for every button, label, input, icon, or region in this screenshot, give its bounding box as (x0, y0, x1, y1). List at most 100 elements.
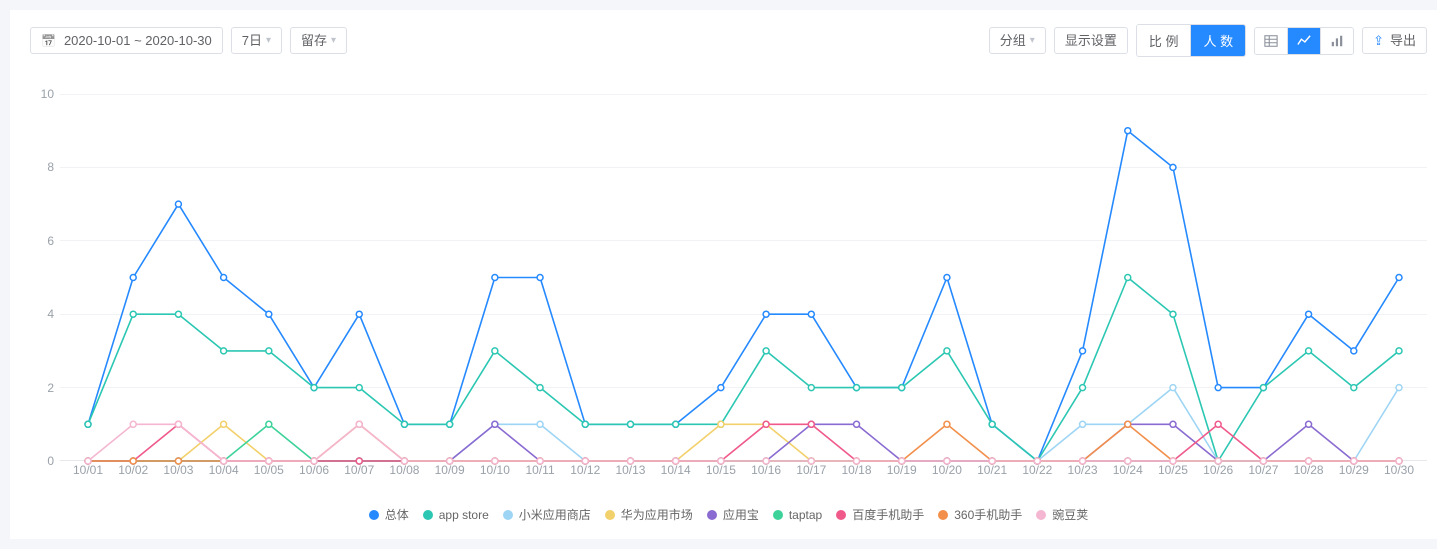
series-marker (718, 385, 724, 391)
series-marker (266, 311, 272, 317)
view-segment (1254, 27, 1354, 55)
legend-swatch (369, 510, 379, 520)
series-marker (718, 421, 724, 427)
date-range-picker[interactable]: 2020-10-01 ~ 2020-10-30 (30, 27, 223, 54)
series-marker (537, 421, 543, 427)
x-tick: 10/27 (1248, 463, 1278, 477)
view-bar-button[interactable] (1321, 28, 1353, 54)
series-marker (311, 385, 317, 391)
x-tick: 10/28 (1294, 463, 1324, 477)
series-marker (854, 421, 860, 427)
x-tick: 10/06 (299, 463, 329, 477)
view-table-button[interactable] (1255, 28, 1288, 54)
series-marker (1170, 164, 1176, 170)
series-marker (1396, 275, 1402, 281)
x-tick: 10/10 (480, 463, 510, 477)
legend-item[interactable]: 小米应用商店 (503, 506, 591, 523)
series-marker (1170, 311, 1176, 317)
series-marker (447, 421, 453, 427)
group-select[interactable]: 分组 ▾ (989, 27, 1046, 54)
x-tick: 10/26 (1203, 463, 1233, 477)
legend-label: 总体 (385, 506, 409, 523)
series-marker (944, 275, 950, 281)
series-marker (130, 421, 136, 427)
series-marker (1080, 421, 1086, 427)
legend-label: 豌豆荚 (1052, 506, 1088, 523)
chart-svg (60, 94, 1427, 461)
series-marker (582, 421, 588, 427)
group-label: 分组 (1000, 34, 1026, 47)
legend-item[interactable]: 华为应用市场 (605, 506, 693, 523)
x-tick: 10/29 (1339, 463, 1369, 477)
y-tick: 0 (47, 454, 54, 468)
x-tick: 10/23 (1068, 463, 1098, 477)
x-tick: 10/09 (435, 463, 465, 477)
series-marker (175, 201, 181, 207)
y-axis: 0246810 (38, 94, 60, 461)
x-tick: 10/21 (977, 463, 1007, 477)
legend-item[interactable]: app store (423, 506, 489, 523)
x-tick: 10/12 (570, 463, 600, 477)
series-marker (492, 348, 498, 354)
series-marker (130, 275, 136, 281)
x-tick: 10/04 (209, 463, 239, 477)
export-label: 导出 (1390, 34, 1416, 47)
display-settings-label: 显示设置 (1065, 34, 1117, 47)
table-icon (1264, 34, 1278, 48)
legend-item[interactable]: 百度手机助手 (836, 506, 924, 523)
x-tick: 10/20 (932, 463, 962, 477)
series-marker (673, 421, 679, 427)
legend-item[interactable]: 总体 (369, 506, 409, 523)
x-tick: 10/08 (389, 463, 419, 477)
series-marker (1351, 385, 1357, 391)
series-marker (175, 311, 181, 317)
legend-label: 百度手机助手 (852, 506, 924, 523)
chevron-down-icon: ▾ (266, 36, 271, 46)
legend-item[interactable]: 豌豆荚 (1036, 506, 1088, 523)
legend-item[interactable]: taptap (773, 506, 822, 523)
y-tick: 8 (47, 160, 54, 174)
series-marker (1396, 348, 1402, 354)
series-marker (808, 385, 814, 391)
series-marker (1396, 385, 1402, 391)
period-select[interactable]: 7日 ▾ (231, 27, 282, 54)
series-marker (1306, 311, 1312, 317)
x-tick: 10/22 (1022, 463, 1052, 477)
series-marker (763, 348, 769, 354)
x-tick: 10/07 (344, 463, 374, 477)
series-line (88, 424, 1399, 461)
series-marker (492, 421, 498, 427)
series-marker (808, 421, 814, 427)
x-tick: 10/13 (615, 463, 645, 477)
legend-item[interactable]: 应用宝 (707, 506, 759, 523)
series-marker (1080, 348, 1086, 354)
series-marker (1351, 348, 1357, 354)
series-marker (763, 311, 769, 317)
x-tick: 10/24 (1113, 463, 1143, 477)
export-icon (1373, 34, 1386, 47)
view-line-button[interactable] (1288, 28, 1321, 54)
legend-swatch (1036, 510, 1046, 520)
series-marker (808, 311, 814, 317)
seg-ratio-button[interactable]: 比 例 (1137, 25, 1192, 56)
series-marker (266, 348, 272, 354)
series-marker (1306, 421, 1312, 427)
x-tick: 10/25 (1158, 463, 1188, 477)
series-marker (401, 421, 407, 427)
legend-swatch (938, 510, 948, 520)
x-tick: 10/14 (661, 463, 691, 477)
x-tick: 10/17 (796, 463, 826, 477)
series-marker (537, 385, 543, 391)
series-marker (537, 275, 543, 281)
seg-count-button[interactable]: 人 数 (1191, 25, 1245, 56)
legend-swatch (605, 510, 615, 520)
display-settings-button[interactable]: 显示设置 (1054, 27, 1128, 54)
export-button[interactable]: 导出 (1362, 27, 1427, 54)
retention-select[interactable]: 留存 ▾ (290, 27, 347, 54)
x-tick: 10/05 (254, 463, 284, 477)
legend-label: 华为应用市场 (621, 506, 693, 523)
legend-swatch (707, 510, 717, 520)
series-marker (1306, 348, 1312, 354)
legend-label: 小米应用商店 (519, 506, 591, 523)
legend-item[interactable]: 360手机助手 (938, 506, 1022, 523)
